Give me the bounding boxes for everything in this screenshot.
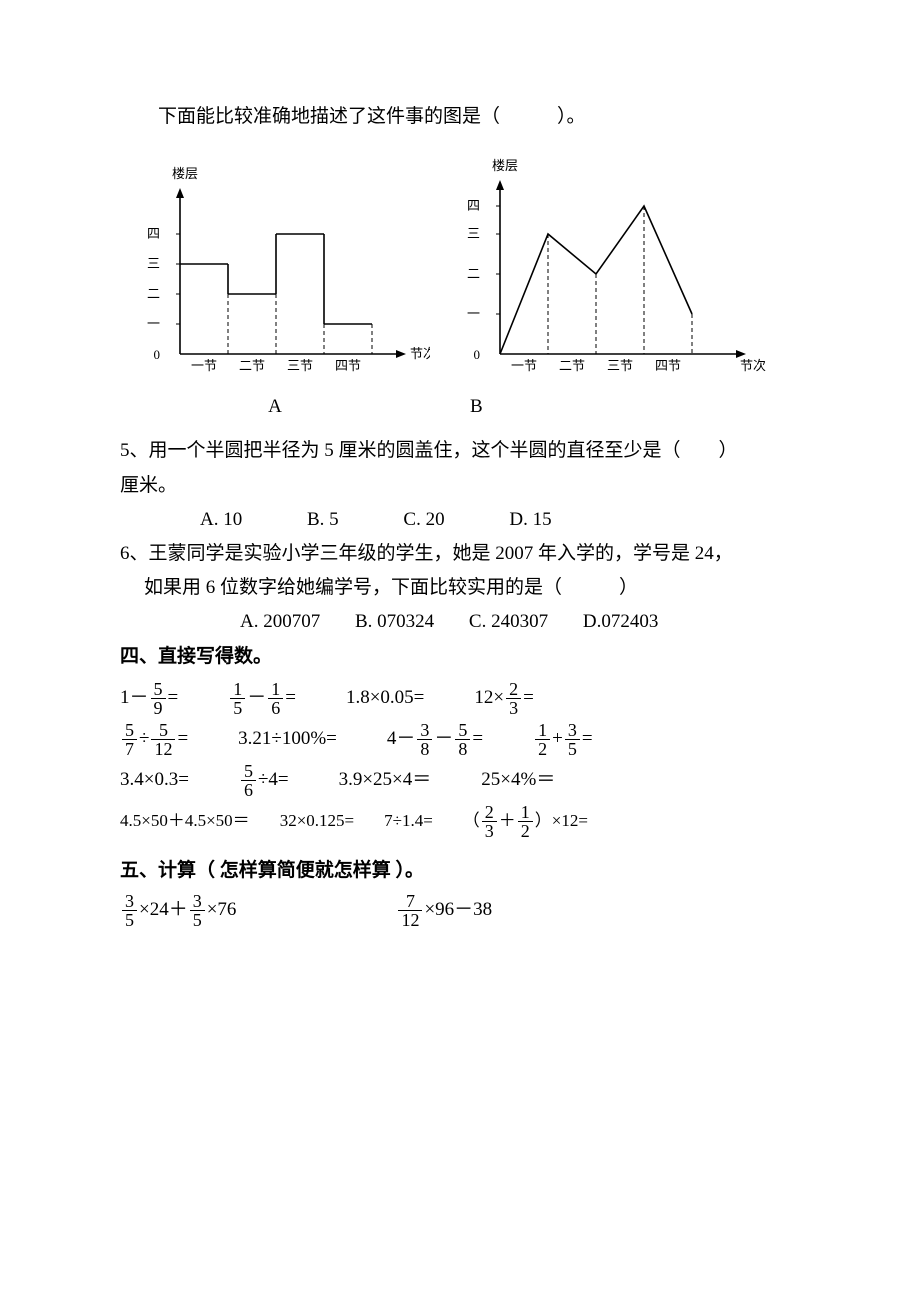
sec5-b: 712 ×96－38 <box>396 892 492 929</box>
r4c1: 4.5×50＋4.5×50＝ <box>120 806 250 837</box>
q5-opt-c: C. 20 <box>403 503 444 537</box>
q6-options: A. 200707 B. 070324 C. 240307 D.072403 <box>240 605 810 639</box>
r1c3: 1.8×0.05= <box>346 681 424 715</box>
svg-text:二节: 二节 <box>239 358 265 373</box>
svg-text:0: 0 <box>154 347 161 362</box>
sec5-a: 35 ×24＋ 35 ×76 <box>120 892 236 929</box>
math-grid: 1－ 59 = 15 － 16 = 1.8×0.05= 12× 23 = 57 … <box>120 680 810 840</box>
svg-text:二: 二 <box>467 266 480 281</box>
r4c3: 7÷1.4= <box>384 806 433 837</box>
chart-a-label: A <box>268 390 282 424</box>
svg-text:一节: 一节 <box>191 358 217 373</box>
q5-opt-d: D. 15 <box>509 503 551 537</box>
q5-line1: 5、用一个半圆把半径为 5 厘米的圆盖住，这个半圆的直径至少是（ ） <box>120 434 810 468</box>
svg-text:二节: 二节 <box>559 358 585 373</box>
section5-title: 五、计算（ 怎样算简便就怎样算 ）。 <box>120 854 810 888</box>
r3c3: 3.9×25×4＝ <box>339 763 432 797</box>
q6-opt-c: C. 240307 <box>469 605 548 639</box>
r2c3: 4－ 38 － 58 = <box>387 721 483 758</box>
q5-opt-a: A. 10 <box>200 503 242 537</box>
q6-opt-b: B. 070324 <box>355 605 434 639</box>
svg-text:三: 三 <box>147 256 160 271</box>
question-intro: 下面能比较准确地描述了这件事的图是（ ）。 <box>120 100 810 134</box>
q6-line1: 6、王蒙同学是实验小学三年级的学生，她是 2007 年入学的，学号是 24， <box>120 537 810 571</box>
q6-opt-d: D.072403 <box>583 605 658 639</box>
r4c2: 32×0.125= <box>280 806 354 837</box>
chart-a: 楼层 0 一 二 三 四 <box>120 154 430 424</box>
svg-text:四节: 四节 <box>655 358 681 373</box>
svg-text:一: 一 <box>467 306 480 321</box>
r2c2: 3.21÷100%= <box>238 722 337 756</box>
svg-text:三节: 三节 <box>287 358 313 373</box>
r3c1: 3.4×0.3= <box>120 763 189 797</box>
r3c2: 56 ÷4= <box>239 762 289 799</box>
svg-text:四: 四 <box>147 226 160 241</box>
r1c1: 1－ 59 = <box>120 680 178 717</box>
svg-text:一节: 一节 <box>511 358 537 373</box>
q5-line2: 厘米。 <box>120 469 810 503</box>
ylabel: 楼层 <box>492 158 518 173</box>
section4-title: 四、直接写得数。 <box>120 640 810 674</box>
charts-row: 楼层 0 一 二 三 四 <box>120 154 810 424</box>
svg-text:节次: 节次 <box>740 358 766 373</box>
svg-text:四: 四 <box>467 198 480 213</box>
chart-b-label: B <box>470 390 483 424</box>
svg-text:一: 一 <box>147 316 160 331</box>
r1c2: 15 － 16 = <box>228 680 296 717</box>
r1c4: 12× 23 = <box>474 680 533 717</box>
q6-line2: 如果用 6 位数字给她编学号，下面比较实用的是（ ） <box>120 571 810 605</box>
svg-text:节次: 节次 <box>410 346 430 361</box>
r2c1: 57 ÷ 512 = <box>120 721 188 758</box>
chart-b: 楼层 0 一 二 三 四 <box>440 154 770 424</box>
r2c4: 12 + 35 = <box>533 721 592 758</box>
q5-options: A. 10 B. 5 C. 20 D. 15 <box>200 503 810 537</box>
svg-text:三节: 三节 <box>607 358 633 373</box>
svg-text:二: 二 <box>147 286 160 301</box>
svg-text:0: 0 <box>474 347 481 362</box>
r4c4: （ 23 ＋ 12 ）×12= <box>463 803 588 840</box>
q5-opt-b: B. 5 <box>307 503 339 537</box>
svg-text:四节: 四节 <box>335 358 361 373</box>
q6-opt-a: A. 200707 <box>240 605 320 639</box>
ylabel: 楼层 <box>172 166 198 181</box>
r3c4: 25×4%＝ <box>481 763 555 797</box>
svg-text:三: 三 <box>467 226 480 241</box>
